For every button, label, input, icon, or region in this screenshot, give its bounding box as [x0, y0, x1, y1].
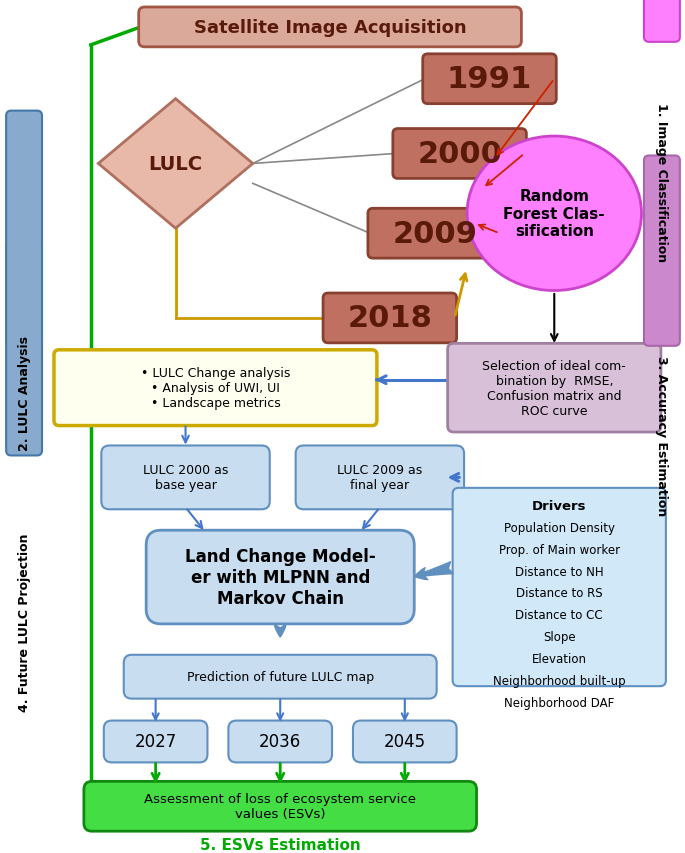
Text: 1991: 1991: [447, 65, 532, 94]
Text: Distance to NH: Distance to NH: [515, 565, 603, 577]
Text: Neighborhood built-up: Neighborhood built-up: [493, 675, 625, 688]
FancyBboxPatch shape: [124, 655, 436, 699]
Text: LULC: LULC: [149, 154, 203, 174]
FancyBboxPatch shape: [296, 446, 464, 510]
FancyBboxPatch shape: [644, 0, 680, 43]
Ellipse shape: [467, 136, 641, 291]
FancyBboxPatch shape: [368, 209, 501, 258]
FancyBboxPatch shape: [84, 781, 477, 831]
FancyBboxPatch shape: [6, 112, 42, 456]
Text: LULC 2009 as
final year: LULC 2009 as final year: [337, 464, 423, 492]
FancyBboxPatch shape: [6, 241, 42, 346]
Text: Land Change Model-
er with MLPNN and
Markov Chain: Land Change Model- er with MLPNN and Mar…: [185, 548, 375, 607]
FancyBboxPatch shape: [146, 531, 414, 624]
Text: 4. Future LULC Projection: 4. Future LULC Projection: [18, 533, 31, 711]
Text: Assessment of loss of ecosystem service
values (ESVs): Assessment of loss of ecosystem service …: [145, 792, 416, 821]
Text: Population Density: Population Density: [503, 521, 614, 534]
Text: Slope: Slope: [543, 630, 575, 643]
Text: 1. Image Classification: 1. Image Classification: [656, 102, 669, 262]
FancyBboxPatch shape: [423, 55, 556, 105]
Text: Distance to RS: Distance to RS: [516, 587, 603, 600]
FancyBboxPatch shape: [104, 721, 208, 763]
Text: Neighborhood DAF: Neighborhood DAF: [504, 696, 614, 710]
FancyBboxPatch shape: [323, 293, 457, 344]
Text: 2009: 2009: [393, 219, 477, 248]
FancyBboxPatch shape: [644, 156, 680, 346]
Text: Drivers: Drivers: [532, 499, 586, 512]
Text: • LULC Change analysis
• Analysis of UWI, UI
• Landscape metrics: • LULC Change analysis • Analysis of UWI…: [140, 367, 290, 409]
Text: Elevation: Elevation: [532, 653, 587, 665]
Text: 2036: 2036: [259, 733, 301, 751]
FancyBboxPatch shape: [447, 344, 661, 432]
Text: 3. Accuracy Estimation: 3. Accuracy Estimation: [656, 356, 669, 516]
Text: 2. LULC Analysis: 2. LULC Analysis: [18, 336, 31, 450]
Polygon shape: [99, 100, 253, 229]
Text: Prop. of Main worker: Prop. of Main worker: [499, 543, 620, 556]
Text: Prediction of future LULC map: Prediction of future LULC map: [186, 670, 374, 683]
FancyBboxPatch shape: [228, 721, 332, 763]
Text: Satellite Image Acquisition: Satellite Image Acquisition: [194, 19, 466, 37]
FancyBboxPatch shape: [353, 721, 457, 763]
Text: 2045: 2045: [384, 733, 426, 751]
Text: 2000: 2000: [417, 140, 502, 169]
FancyBboxPatch shape: [101, 446, 270, 510]
Text: Distance to CC: Distance to CC: [515, 609, 603, 622]
Text: 2027: 2027: [134, 733, 177, 751]
FancyBboxPatch shape: [393, 130, 526, 179]
Text: 5. ESVs Estimation: 5. ESVs Estimation: [200, 837, 360, 851]
FancyBboxPatch shape: [453, 488, 666, 687]
Text: Random
Forest Clas-
sification: Random Forest Clas- sification: [503, 189, 605, 239]
Text: 2018: 2018: [347, 304, 432, 333]
FancyBboxPatch shape: [54, 351, 377, 426]
Text: Selection of ideal com-
bination by  RMSE,
Confusion matrix and
ROC curve: Selection of ideal com- bination by RMSE…: [482, 359, 626, 417]
FancyBboxPatch shape: [138, 8, 521, 48]
Text: LULC 2000 as
base year: LULC 2000 as base year: [143, 464, 228, 492]
